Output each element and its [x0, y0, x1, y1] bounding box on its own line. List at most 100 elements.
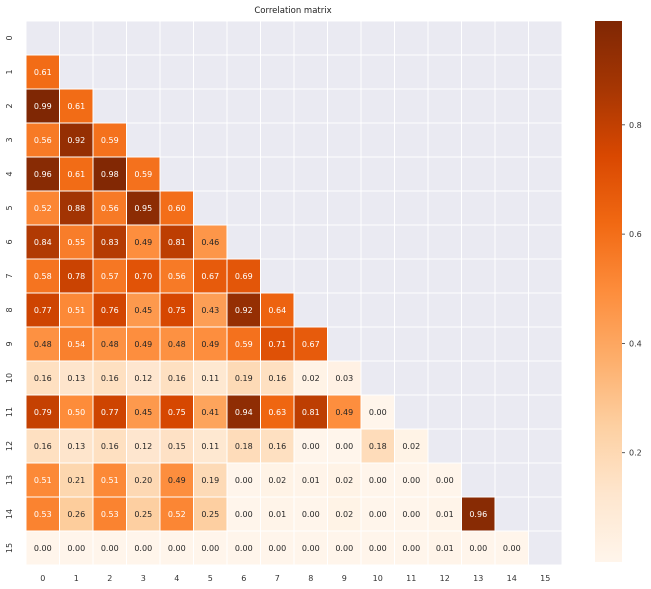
heatmap-cell-label: 0.83 — [101, 238, 119, 247]
heatmap-cell-label: 0.16 — [34, 442, 52, 451]
heatmap-cell — [26, 123, 60, 157]
colorbar-tick-label: 0.4 — [629, 339, 642, 348]
heatmap-cell-label: 0.15 — [168, 442, 186, 451]
heatmap-cell — [59, 361, 93, 395]
heatmap-cell-label: 0.96 — [34, 170, 52, 179]
heatmap-cell-label: 0.94 — [235, 408, 253, 417]
heatmap-cell-label: 0.00 — [402, 476, 420, 485]
heatmap-cell — [59, 531, 93, 565]
heatmap-cell-label: 0.49 — [201, 340, 219, 349]
heatmap-cell-label: 0.00 — [134, 544, 152, 553]
heatmap-cell-label: 0.67 — [201, 272, 219, 281]
heatmap-cell-label: 0.19 — [235, 374, 253, 383]
heatmap-cell-label: 0.77 — [101, 408, 119, 417]
heatmap-cell — [294, 429, 328, 463]
x-tick-label: 7 — [275, 574, 280, 583]
heatmap-cell-label: 0.45 — [134, 408, 152, 417]
colorbar-tick-label: 0.8 — [629, 121, 642, 130]
heatmap-cell — [193, 497, 227, 531]
x-tick-label: 2 — [107, 574, 112, 583]
heatmap-cell — [361, 395, 395, 429]
heatmap-cell — [126, 327, 160, 361]
heatmap-cell — [93, 259, 127, 293]
heatmap-cell-label: 0.95 — [134, 204, 152, 213]
heatmap-cell — [294, 531, 328, 565]
heatmap-cell — [260, 327, 294, 361]
heatmap-cell — [26, 293, 60, 327]
heatmap-cell — [260, 429, 294, 463]
heatmap-cell — [193, 225, 227, 259]
heatmap-cell-label: 0.58 — [34, 272, 52, 281]
heatmap-cell-label: 0.69 — [235, 272, 253, 281]
y-tick-label: 0 — [5, 35, 14, 40]
heatmap-cell-label: 0.56 — [168, 272, 186, 281]
colorbar-tick-labels: 0.2 0.4 0.6 0.8 — [622, 121, 642, 458]
heatmap-cell-label: 0.96 — [469, 510, 487, 519]
heatmap-cell — [294, 395, 328, 429]
heatmap-cell — [26, 463, 60, 497]
heatmap-cell — [461, 497, 495, 531]
heatmap-cell — [160, 531, 194, 565]
heatmap-cell — [26, 497, 60, 531]
heatmap-cell-label: 0.16 — [101, 374, 119, 383]
x-tick-label: 9 — [342, 574, 347, 583]
heatmap-cell-label: 0.02 — [402, 442, 420, 451]
heatmap-cell — [126, 497, 160, 531]
heatmap-cell — [160, 327, 194, 361]
heatmap-cell-label: 0.43 — [201, 306, 219, 315]
y-tick-label: 4 — [5, 171, 14, 176]
x-tick-label: 10 — [373, 574, 383, 583]
x-tick-label: 5 — [208, 574, 213, 583]
heatmap-cell-label: 0.67 — [302, 340, 320, 349]
heatmap-cell — [294, 497, 328, 531]
heatmap-cell-label: 0.01 — [268, 510, 286, 519]
heatmap-cell-label: 0.13 — [67, 374, 85, 383]
heatmap-cell-label: 0.00 — [369, 544, 387, 553]
heatmap-cell-label: 0.41 — [201, 408, 219, 417]
heatmap-cell — [193, 429, 227, 463]
y-tick-label: 10 — [5, 373, 14, 383]
x-tick-label: 14 — [507, 574, 517, 583]
y-tick-label: 3 — [5, 137, 14, 142]
heatmap-cell-label: 0.19 — [201, 476, 219, 485]
heatmap-cell — [26, 157, 60, 191]
heatmap-cell — [160, 463, 194, 497]
heatmap-cell-label: 0.61 — [67, 102, 85, 111]
heatmap-cell-label: 0.92 — [235, 306, 253, 315]
heatmap-cell — [260, 531, 294, 565]
heatmap-cell-label: 0.00 — [235, 476, 253, 485]
heatmap-cell-label: 0.52 — [168, 510, 186, 519]
heatmap-cell — [361, 429, 395, 463]
heatmap-cell-label: 0.13 — [67, 442, 85, 451]
heatmap-cell — [227, 293, 261, 327]
heatmap-cell — [160, 429, 194, 463]
heatmap-cell-label: 0.03 — [335, 374, 353, 383]
heatmap-cell — [93, 463, 127, 497]
y-tick-label: 1 — [5, 69, 14, 74]
y-tick-label: 12 — [5, 441, 14, 451]
heatmap-cell-label: 0.70 — [134, 272, 152, 281]
heatmap-cell — [59, 191, 93, 225]
heatmap-cell-label: 0.49 — [335, 408, 353, 417]
heatmap-cell-label: 0.00 — [503, 544, 521, 553]
heatmap-cell — [26, 531, 60, 565]
heatmap-cell — [193, 361, 227, 395]
colorbar-tick-label: 0.6 — [629, 230, 642, 239]
heatmap-cell-label: 0.79 — [34, 408, 52, 417]
heatmap-cell-label: 0.78 — [67, 272, 85, 281]
heatmap-cell — [126, 157, 160, 191]
heatmap-cell-label: 0.56 — [34, 136, 52, 145]
heatmap-cell — [126, 259, 160, 293]
heatmap-cell-label: 0.01 — [436, 510, 454, 519]
heatmap-cell — [394, 531, 428, 565]
heatmap-cell — [93, 497, 127, 531]
heatmap-cell-label: 0.00 — [235, 544, 253, 553]
heatmap-cell-label: 0.56 — [101, 204, 119, 213]
x-tick-label: 15 — [540, 574, 550, 583]
y-tick-label: 9 — [5, 341, 14, 346]
heatmap-cell-label: 0.12 — [134, 374, 152, 383]
heatmap-cell-label: 0.16 — [168, 374, 186, 383]
heatmap-cell — [160, 395, 194, 429]
heatmap-cell — [59, 293, 93, 327]
